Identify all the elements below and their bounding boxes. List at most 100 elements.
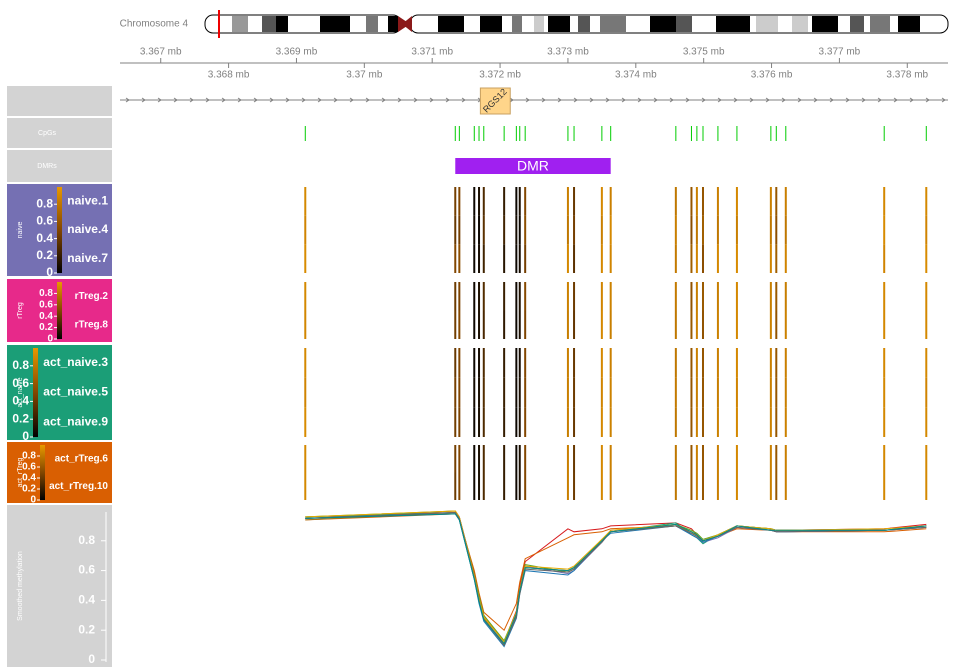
methylation-cell — [573, 348, 576, 378]
methylation-cell — [458, 187, 461, 216]
methylation-cell — [454, 215, 457, 245]
methylation-cell — [925, 377, 928, 408]
methylation-cell — [478, 348, 481, 378]
methylation-cell — [503, 407, 506, 437]
y-tick-label: 0.8 — [78, 533, 95, 547]
methylation-cell — [769, 310, 772, 339]
chevron — [397, 97, 402, 103]
methylation-cell — [478, 310, 481, 339]
x-tick-label: 3.368 mb — [208, 70, 250, 81]
methylation-cell — [482, 282, 485, 311]
methylation-cell — [735, 244, 738, 273]
legend-tick-label: 0.4 — [39, 311, 53, 322]
chevron — [445, 97, 450, 103]
legend-tick-label: 0.4 — [36, 231, 53, 245]
methylation-cell — [784, 348, 787, 378]
methylation-cell — [775, 377, 778, 408]
methylation-cell — [458, 215, 461, 245]
methylation-cell — [716, 244, 719, 273]
methylation-cell — [600, 472, 603, 500]
methylation-cell — [784, 310, 787, 339]
methylation-cell — [458, 472, 461, 500]
methylation-cell — [518, 377, 521, 408]
methylation-cell — [304, 310, 307, 339]
methylation-cell — [701, 310, 704, 339]
color-bar — [57, 282, 62, 339]
methylation-cell — [304, 377, 307, 408]
methylation-cell — [769, 244, 772, 273]
methylation-cell — [690, 472, 693, 500]
legend-tick-label: 0 — [30, 495, 36, 506]
chevron — [717, 97, 722, 103]
methylation-cell — [674, 445, 677, 473]
methylation-cell — [473, 215, 476, 245]
color-bar — [57, 187, 62, 273]
sample-label: act_naive.9 — [43, 414, 108, 428]
methylation-cell — [690, 310, 693, 339]
methylation-cell — [784, 282, 787, 311]
methylation-cell — [304, 187, 307, 216]
methylation-cell — [695, 187, 698, 216]
methylation-cell — [925, 310, 928, 339]
sample-label: act_rTreg.6 — [55, 453, 109, 464]
methylation-cell — [925, 472, 928, 500]
legend-tick-label: 0.2 — [39, 322, 53, 333]
chevron — [797, 97, 802, 103]
chevron — [253, 97, 258, 103]
chevron — [429, 97, 434, 103]
methylation-cell — [515, 187, 518, 216]
methylation-cell — [524, 310, 527, 339]
methylation-cell — [769, 187, 772, 216]
methylation-cell — [473, 187, 476, 216]
methylation-cell — [775, 244, 778, 273]
chevron — [221, 97, 226, 103]
cpg-track-label: CpGs — [38, 130, 56, 137]
methylation-cell — [454, 310, 457, 339]
legend-tick-label: 0.8 — [36, 196, 53, 210]
methylation-cell — [482, 407, 485, 437]
group-panel — [7, 345, 112, 440]
methylation-cell — [925, 348, 928, 378]
methylation-cell — [478, 445, 481, 473]
methylation-cell — [690, 407, 693, 437]
dmr — [455, 158, 611, 174]
chevron — [621, 97, 626, 103]
methylation-cell — [524, 282, 527, 311]
methylation-cell — [524, 472, 527, 500]
methylation-cell — [573, 215, 576, 245]
methylation-cell — [600, 310, 603, 339]
smoothed-line — [305, 513, 927, 645]
methylation-cell — [769, 407, 772, 437]
methylation-cell — [573, 187, 576, 216]
methylation-cell — [458, 445, 461, 473]
methylation-cell — [769, 472, 772, 500]
methylation-cell — [473, 445, 476, 473]
chevron — [365, 97, 370, 103]
chevron — [317, 97, 322, 103]
methylation-cell — [690, 445, 693, 473]
methylation-cell — [304, 445, 307, 473]
methylation-cell — [573, 472, 576, 500]
chevron — [557, 97, 562, 103]
methylation-cell — [690, 348, 693, 378]
methylation-cell — [515, 244, 518, 273]
methylation-cell — [883, 310, 886, 339]
legend-tick-label: 0.4 — [12, 394, 29, 408]
methylation-cell — [304, 407, 307, 437]
methylation-cell — [925, 187, 928, 216]
methylation-cell — [482, 377, 485, 408]
sample-label: rTreg.8 — [75, 319, 109, 330]
methylation-cell — [478, 244, 481, 273]
x-tick-label: 3.376 mb — [751, 70, 793, 81]
methylation-cell — [573, 445, 576, 473]
chevron — [173, 97, 178, 103]
methylation-cell — [695, 348, 698, 378]
methylation-cell — [609, 187, 612, 216]
chevron — [205, 97, 210, 103]
methylation-cell — [883, 472, 886, 500]
methylation-cell — [784, 244, 787, 273]
methylation-cell — [458, 310, 461, 339]
chevron — [765, 97, 770, 103]
legend-tick-label: 0.6 — [22, 462, 36, 473]
methylation-cell — [769, 377, 772, 408]
